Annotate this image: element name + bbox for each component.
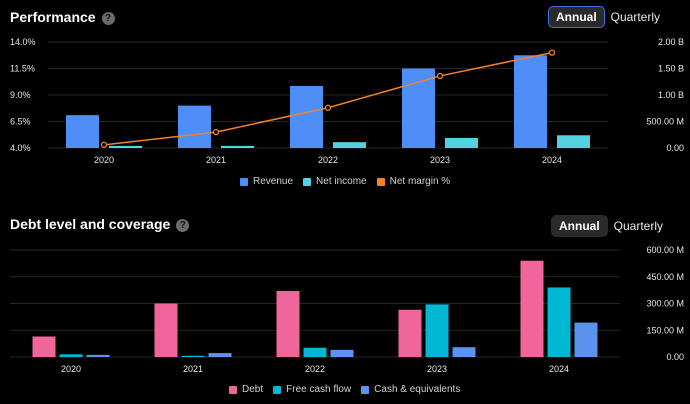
legend-item-net-margin[interactable]: Net margin % bbox=[376, 176, 451, 187]
debt-bar bbox=[276, 291, 300, 357]
legend-label-revenue: Revenue bbox=[253, 176, 294, 187]
cash-swatch bbox=[361, 385, 370, 394]
left-axis-tick-label: 4.0% bbox=[10, 143, 31, 153]
right-axis-tick-label: 0.00 bbox=[666, 352, 684, 362]
right-axis-tick-label: 1.00 B bbox=[658, 90, 684, 100]
free-cash-flow-bar bbox=[547, 287, 571, 357]
revenue-swatch bbox=[240, 177, 248, 186]
debt-bar bbox=[32, 336, 56, 357]
net-margin-swatch bbox=[376, 177, 385, 186]
legend-item-free-cash-flow[interactable]: Free cash flow bbox=[273, 384, 351, 395]
debt-annual-button[interactable]: Annual bbox=[551, 215, 608, 237]
legend-label-debt: Debt bbox=[242, 384, 264, 395]
revenue-bar bbox=[290, 85, 323, 148]
right-axis-tick-label: 600.00 M bbox=[646, 245, 684, 255]
debt-bar bbox=[520, 260, 544, 357]
net-income-bar bbox=[333, 142, 366, 148]
x-axis-tick-label: 2024 bbox=[542, 155, 562, 165]
net-income-bar bbox=[221, 145, 254, 148]
performance-title: Performance? bbox=[10, 9, 115, 25]
net-margin-point bbox=[436, 72, 444, 80]
revenue-bar bbox=[178, 105, 211, 148]
cash-bar bbox=[330, 349, 354, 357]
legend-label-net-margin: Net margin % bbox=[389, 176, 451, 187]
free-cash-flow-bar bbox=[303, 347, 327, 357]
right-axis-tick-label: 2.00 B bbox=[658, 37, 684, 47]
x-axis-tick-label: 2020 bbox=[94, 155, 114, 165]
net-income-bar bbox=[109, 145, 142, 148]
left-axis-tick-label: 14.0% bbox=[10, 37, 36, 47]
right-axis-tick-label: 500.00 M bbox=[646, 117, 684, 127]
debt-quarterly-button[interactable]: Quarterly bbox=[613, 219, 664, 233]
net-income-swatch bbox=[303, 177, 312, 186]
legend-label-cash: Cash & equivalents bbox=[374, 384, 461, 395]
question-icon[interactable]: ? bbox=[176, 219, 190, 232]
right-axis-tick-label: 1.50 B bbox=[658, 64, 684, 74]
x-axis-tick-label: 2023 bbox=[427, 364, 447, 374]
revenue-bar bbox=[514, 55, 547, 148]
performance-title-text: Performance bbox=[10, 9, 96, 25]
right-axis-tick-label: 300.00 M bbox=[646, 299, 684, 309]
x-axis-tick-label: 2020 bbox=[61, 364, 81, 374]
free-cash-flow-bar bbox=[59, 354, 83, 357]
left-axis-tick-label: 11.5% bbox=[10, 64, 35, 74]
free-cash-flow-swatch bbox=[273, 385, 282, 394]
net-margin-point bbox=[212, 128, 220, 136]
debt-title: Debt level and coverage? bbox=[10, 216, 190, 232]
net-margin-point bbox=[100, 141, 108, 148]
x-axis-tick-label: 2023 bbox=[430, 155, 450, 165]
legend-label-free-cash-flow: Free cash flow bbox=[286, 384, 352, 395]
debt-bar bbox=[154, 303, 178, 357]
x-axis-tick-label: 2024 bbox=[549, 364, 569, 374]
cash-bar bbox=[452, 347, 476, 357]
legend-label-net-income: Net income bbox=[316, 176, 367, 187]
performance-chart: 4.0% 6.5% 9.0% 11.5% 14.0% 0.00 500.00 M 1.00 B… bbox=[10, 37, 684, 165]
right-axis-tick-label: 150.00 M bbox=[646, 325, 684, 335]
cash-bar bbox=[574, 322, 598, 357]
net-margin-point bbox=[548, 49, 556, 56]
x-axis-tick-label: 2022 bbox=[305, 364, 325, 374]
net-income-bar bbox=[445, 137, 478, 148]
legend-item-net-income[interactable]: Net income bbox=[303, 176, 367, 187]
performance-quarterly-button[interactable]: Quarterly bbox=[610, 10, 661, 24]
question-icon[interactable]: ? bbox=[101, 12, 115, 25]
performance-annual-button[interactable]: Annual bbox=[548, 6, 605, 28]
debt-title-text: Debt level and coverage bbox=[10, 216, 171, 232]
right-axis-tick-label: 450.00 M bbox=[646, 272, 684, 282]
legend-item-cash[interactable]: Cash & equivalents bbox=[361, 384, 460, 395]
debt-period-toggle: Annual Quarterly bbox=[551, 215, 671, 237]
performance-period-toggle: Annual Quarterly bbox=[548, 6, 668, 28]
right-axis-tick-label: 0.00 bbox=[666, 143, 684, 153]
net-income-bar bbox=[557, 135, 590, 148]
left-axis-tick-label: 9.0% bbox=[10, 90, 31, 100]
revenue-bar bbox=[66, 115, 99, 148]
net-margin-point bbox=[324, 104, 332, 111]
x-axis-tick-label: 2021 bbox=[206, 155, 226, 165]
cash-bar bbox=[86, 354, 110, 357]
legend-item-revenue[interactable]: Revenue bbox=[240, 176, 293, 187]
left-axis-tick-label: 6.5% bbox=[10, 117, 31, 127]
cash-bar bbox=[208, 353, 232, 357]
debt-bar bbox=[398, 309, 422, 357]
performance-legend: Revenue Net income Net margin % bbox=[240, 176, 450, 187]
x-axis-tick-label: 2021 bbox=[183, 364, 203, 374]
debt-swatch bbox=[229, 385, 237, 394]
x-axis-tick-label: 2022 bbox=[318, 155, 338, 165]
free-cash-flow-bar bbox=[425, 304, 449, 357]
legend-item-debt[interactable]: Debt bbox=[229, 384, 263, 395]
free-cash-flow-bar bbox=[181, 355, 205, 357]
debt-legend: Debt Free cash flow Cash & equivalents bbox=[229, 384, 460, 395]
